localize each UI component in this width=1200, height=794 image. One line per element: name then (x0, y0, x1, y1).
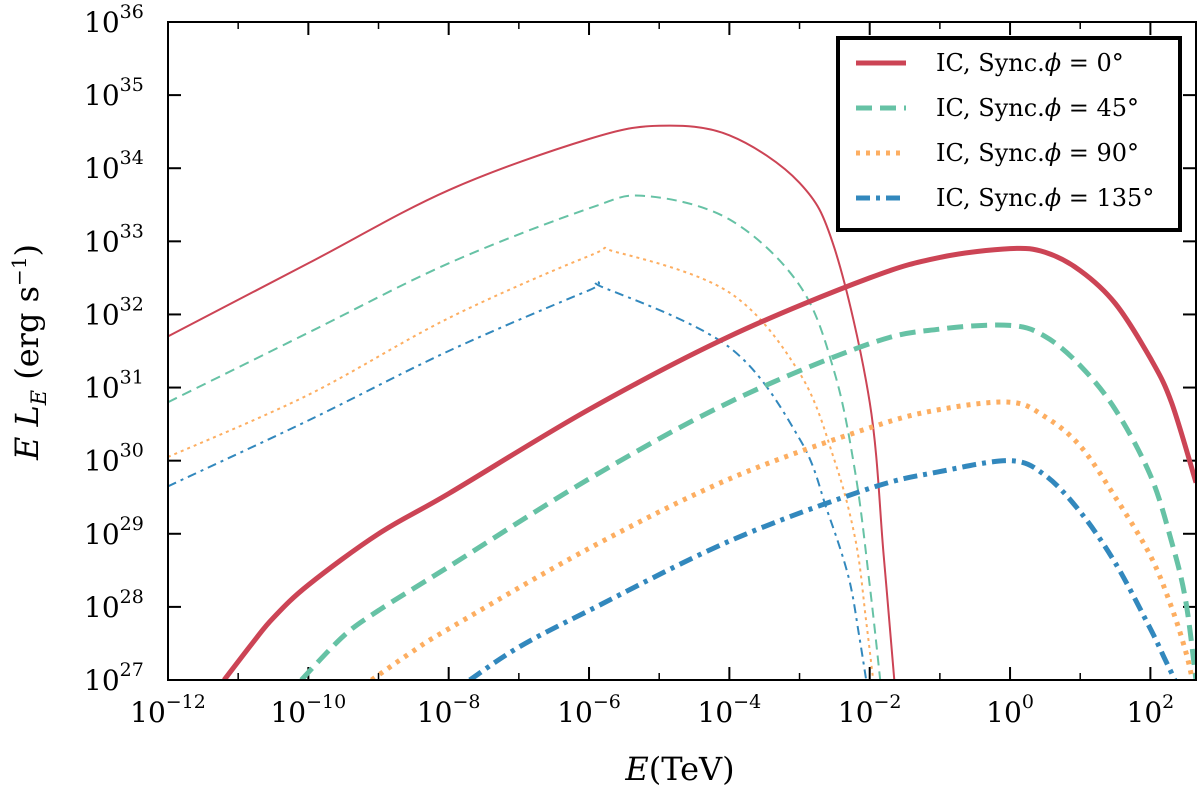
y-tick-label: 1035 (84, 74, 144, 112)
sync-series-line (168, 124, 896, 680)
y-tick-label: 1032 (84, 293, 144, 331)
x-tick-label: 10−12 (130, 691, 206, 729)
x-tick-label: 10−6 (557, 691, 621, 729)
ic-series-line (468, 458, 1178, 680)
y-tick-label: 1036 (84, 1, 144, 39)
legend-label: IC, Sync.ϕ = 135° (936, 184, 1154, 212)
legend-label: IC, Sync.ϕ = 90° (936, 139, 1139, 167)
x-tick-label: 100 (986, 691, 1034, 729)
legend-label: IC, Sync.ϕ = 0° (936, 49, 1124, 77)
series-layer (168, 124, 1196, 680)
x-tick-label: 102 (1127, 691, 1175, 729)
y-tick-label: 1034 (84, 147, 144, 185)
plot-frame (167, 21, 1197, 681)
ic-series-line (222, 245, 1196, 680)
y-axis-label: E LE (erg s−1) (7, 244, 51, 461)
y-axis-unit-close: ) (8, 244, 46, 256)
x-axis-var: E (624, 750, 648, 788)
legend-box (836, 36, 1182, 232)
y-tick-label: 1030 (84, 440, 144, 478)
legend-label: IC, Sync.ϕ = 45° (936, 94, 1139, 122)
x-axis-label: E(TeV) (624, 750, 734, 788)
sync-series-line (168, 194, 882, 680)
sync-series-line (168, 280, 868, 680)
y-axis-unit-open: (erg s (8, 286, 46, 390)
y-tick-label: 1033 (84, 220, 144, 258)
x-tick-label: 10−4 (698, 691, 762, 729)
y-tick-label: 1027 (84, 659, 144, 697)
y-tick-label: 1029 (84, 513, 144, 551)
minor-ticks (237, 22, 1081, 680)
x-tick-label: 10−2 (838, 691, 902, 729)
sync-series-line (168, 246, 875, 680)
x-tick-labels: 10−12 10−10 10−8 10−6 10−4 10−2 100 102 (130, 691, 1174, 729)
x-tick-label: 10−10 (270, 691, 346, 729)
ic-series-line (299, 322, 1196, 680)
y-tick-label: 1031 (84, 367, 144, 405)
x-tick-label: 10−8 (417, 691, 481, 729)
y-axis-prefix: E L (8, 405, 46, 461)
legend: IC, Sync.ϕ = 0° IC, Sync.ϕ = 45° IC, Sync.… (836, 36, 1182, 232)
y-axis-unit-exp: −1 (7, 256, 31, 285)
y-axis-sub: E (27, 390, 51, 406)
y-tick-label: 1028 (84, 586, 144, 624)
x-axis-unit: (TeV) (649, 750, 735, 788)
y-tick-labels: 1027 1028 1029 1030 1031 1032 1033 1034 1035 1036 (84, 1, 144, 697)
ic-series-line (370, 399, 1195, 680)
